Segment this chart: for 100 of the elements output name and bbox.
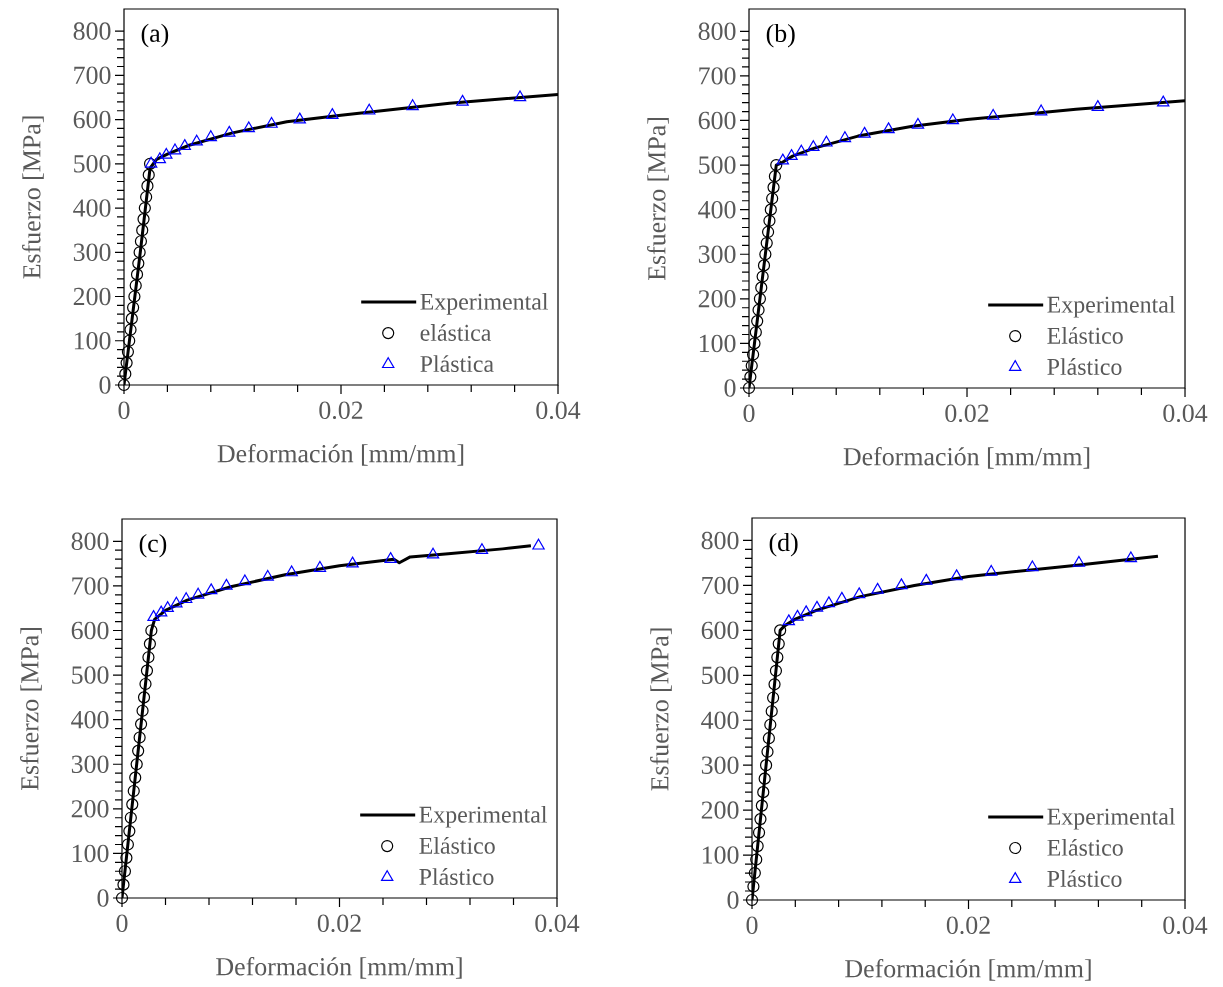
point (134, 235, 148, 248)
point (117, 378, 131, 392)
point (132, 744, 145, 757)
point (137, 213, 150, 226)
point (1072, 555, 1086, 567)
point (134, 718, 148, 731)
point (142, 651, 155, 664)
x-tick-label: 0 (118, 401, 130, 419)
x-tick-label: 0 (116, 914, 128, 932)
point (751, 839, 764, 853)
point (751, 315, 764, 328)
point (137, 691, 151, 704)
point (782, 614, 796, 626)
point (748, 866, 761, 880)
point (223, 125, 236, 137)
point (130, 268, 144, 281)
y-tick-label: 0 (724, 379, 736, 397)
y-tick-label: 500 (699, 156, 736, 174)
point (138, 201, 151, 215)
point (125, 312, 138, 325)
point (140, 664, 154, 677)
point (178, 139, 191, 150)
point (124, 323, 137, 336)
point (346, 556, 359, 568)
point (130, 758, 143, 771)
point (911, 117, 925, 129)
x-tick-label: 0.04 (536, 401, 581, 420)
point (115, 891, 129, 905)
point (191, 587, 205, 599)
legend-label: Elástico (1047, 838, 1123, 856)
point (129, 279, 142, 292)
point (754, 813, 767, 826)
point (764, 203, 777, 216)
point (985, 564, 998, 576)
point (532, 538, 545, 550)
x-axis-title: Deformación [mm/mm] (843, 446, 1090, 469)
y-tick-label: 500 (72, 666, 109, 684)
point (765, 705, 778, 718)
point (838, 131, 852, 143)
point (127, 301, 140, 314)
point (154, 605, 168, 617)
legend-label: Experimental (1047, 807, 1176, 830)
point (774, 624, 787, 637)
point (120, 356, 133, 369)
point (882, 122, 895, 134)
y-axis-title: Esfuerzo [MPa] (650, 628, 672, 791)
y-tick-label: 100 (74, 332, 111, 350)
point (126, 798, 139, 811)
x-tick-label: 0.02 (319, 401, 363, 420)
point (768, 678, 781, 691)
y-tick-label: 200 (73, 287, 111, 306)
y-tick-label: 800 (71, 532, 109, 551)
y-tick-label: 400 (71, 710, 109, 729)
y-tick-label: 300 (698, 245, 736, 263)
point (121, 345, 135, 358)
point (762, 732, 775, 745)
y-tick-label: 500 (74, 155, 111, 173)
point (147, 610, 160, 621)
point (204, 583, 218, 595)
point (776, 153, 790, 165)
point (986, 108, 1000, 120)
y-tick-label: 500 (702, 666, 739, 685)
point (820, 135, 833, 147)
point (123, 334, 136, 347)
point (756, 270, 769, 283)
point (362, 103, 376, 115)
point (755, 281, 768, 294)
point (763, 214, 776, 227)
legend-label: Experimental (419, 805, 548, 828)
point (791, 609, 804, 621)
y-tick-label: 700 (72, 577, 109, 595)
point (133, 731, 146, 744)
point (142, 168, 155, 181)
y-tick-label: 600 (73, 110, 111, 129)
point (161, 601, 174, 613)
point (767, 181, 780, 194)
point (895, 578, 908, 590)
point (513, 90, 527, 102)
annotation: (d) (769, 532, 798, 557)
point (190, 134, 203, 146)
point (822, 596, 836, 608)
y-tick-label: 0 (99, 376, 111, 394)
y-tick-label: 400 (73, 199, 111, 217)
y-tick-label: 100 (699, 334, 736, 353)
point (133, 246, 146, 259)
point (179, 592, 193, 604)
x-tick-label: 0.02 (946, 916, 990, 935)
point (920, 573, 933, 585)
point (753, 292, 767, 305)
point (745, 893, 759, 907)
annotation: (a) (141, 23, 169, 48)
y-tick-label: 200 (71, 800, 109, 818)
point (759, 759, 773, 772)
point (153, 152, 167, 164)
point (758, 772, 771, 785)
annotation: (b) (766, 23, 795, 48)
point (748, 337, 761, 350)
point (119, 367, 132, 381)
legend-label: Elástico (1047, 327, 1123, 344)
point (946, 113, 960, 125)
